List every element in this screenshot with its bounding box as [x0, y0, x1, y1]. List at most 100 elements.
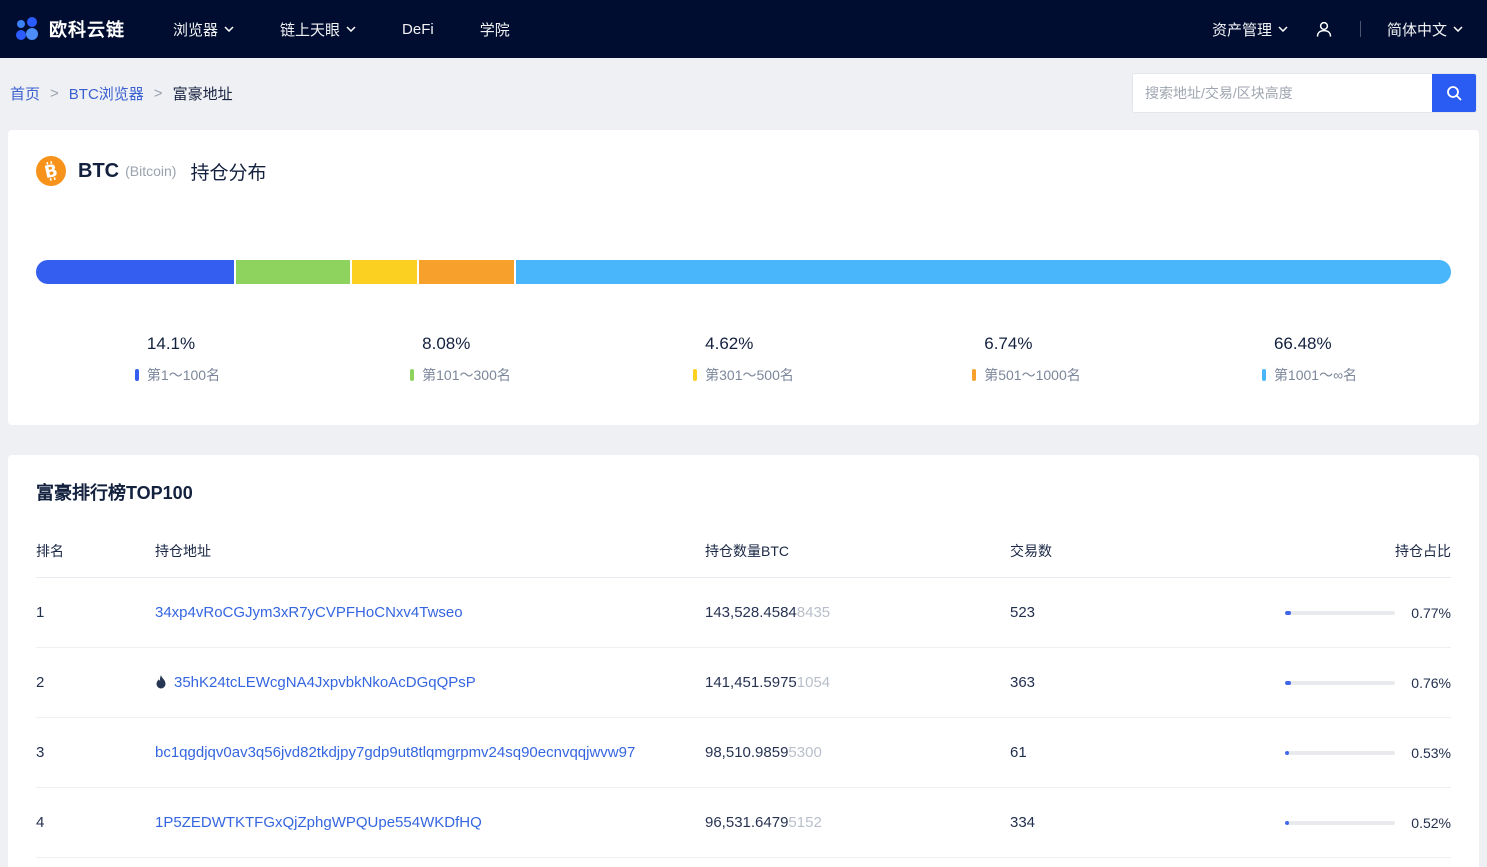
nav-right: 资产管理 简体中文 — [1212, 19, 1463, 40]
breadcrumb-separator: > — [50, 84, 59, 102]
ratio-fill — [1285, 820, 1289, 825]
address-link[interactable]: bc1qgdjqv0av3q56jvd82tkdjpy7gdp9ut8tlqmg… — [155, 743, 636, 761]
search-icon — [1447, 86, 1462, 101]
breadcrumb: 首页 > BTC浏览器 > 富豪地址 — [10, 83, 233, 104]
col-ratio: 持仓占比 — [1395, 543, 1451, 559]
tx-count: 61 — [1010, 744, 1027, 761]
amount-dim: 8435 — [796, 604, 831, 621]
coin-full-name: (Bitcoin) — [125, 163, 177, 179]
ratio-value: 0.76% — [1411, 674, 1451, 691]
holdings-bar — [36, 260, 1451, 284]
oklink-logo-icon — [16, 17, 38, 40]
amount-dim: 5300 — [788, 744, 822, 761]
nav-label: 学院 — [479, 21, 510, 39]
legend-item-2: 8.08% 第101～300名 — [410, 334, 511, 385]
ratio-bar — [1285, 750, 1395, 755]
bitcoin-icon: B — [36, 156, 66, 186]
breadcrumb-current: 富豪地址 — [172, 85, 233, 103]
breadcrumb-separator: > — [153, 84, 163, 102]
bar-segment-1 — [36, 260, 235, 284]
col-address: 持仓地址 — [155, 543, 211, 559]
holdings-title: 持仓分布 — [190, 162, 267, 184]
language-label: 简体中文 — [1386, 21, 1447, 39]
ratio-fill — [1285, 680, 1291, 685]
legend-label: 第101～300名 — [422, 367, 511, 383]
col-tx: 交易数 — [1010, 543, 1052, 559]
legend-item-4: 6.74% 第501～1000名 — [972, 334, 1081, 385]
ratio-fill — [1285, 610, 1291, 615]
address-link[interactable]: 35hK24tcLEWcgNA4JxpvbkNkoAcDGqQPsP — [174, 673, 476, 691]
ratio-bar — [1285, 820, 1395, 825]
chevron-down-icon — [1453, 26, 1463, 32]
search-button[interactable] — [1432, 74, 1476, 112]
nav-item-explorer[interactable]: 浏览器 — [173, 19, 234, 40]
chevron-down-icon — [346, 26, 356, 32]
svg-text:B: B — [43, 161, 60, 183]
legend-label: 第501～1000名 — [984, 367, 1081, 383]
ratio-value: 0.53% — [1411, 744, 1451, 761]
ratio-bar — [1285, 680, 1395, 685]
nav-label: 浏览器 — [173, 21, 219, 39]
language-selector[interactable]: 简体中文 — [1387, 19, 1463, 40]
bar-segment-5 — [515, 260, 1451, 284]
legend-item-1: 14.1% 第1～100名 — [134, 334, 221, 385]
amount-main: 98,510.9859 — [705, 744, 789, 761]
legend-marker — [410, 369, 415, 381]
amount-dim: 5152 — [788, 814, 822, 831]
breadcrumb-home-link[interactable]: 首页 — [10, 85, 41, 103]
logo-text: 欧科云链 — [49, 20, 125, 40]
rank-cell: 1 — [36, 604, 45, 621]
amount-dim: 1054 — [796, 674, 831, 691]
holdings-distribution-card: B BTC (Bitcoin) 持仓分布 14.1% 第1～100名 8.08%… — [8, 130, 1479, 425]
ratio-cell: 0.52% — [1247, 815, 1451, 831]
user-icon[interactable] — [1314, 19, 1334, 39]
chevron-down-icon — [1278, 26, 1288, 32]
rank-cell: 3 — [36, 744, 45, 761]
amount-main: 96,531.6479 — [705, 814, 789, 831]
ratio-fill — [1285, 750, 1289, 755]
ratio-bar — [1285, 610, 1395, 615]
rank-cell: 4 — [36, 814, 45, 831]
nav-label: 链上天眼 — [280, 21, 341, 39]
col-amount: 持仓数量BTC — [705, 543, 789, 559]
ratio-value: 0.52% — [1411, 814, 1451, 831]
search-box — [1132, 73, 1477, 113]
nav-item-chain-eye[interactable]: 链上天眼 — [280, 19, 356, 40]
sub-header: 首页 > BTC浏览器 > 富豪地址 — [0, 58, 1487, 130]
top-navbar: 欧科云链 浏览器 链上天眼 DeFi 学院 资产管理 简体中文 — [0, 0, 1487, 58]
asset-management-menu[interactable]: 资产管理 — [1212, 19, 1288, 40]
amount-cell: 141,451.59751054 — [705, 674, 1010, 691]
tx-count: 523 — [1010, 604, 1036, 621]
table-row: 3 bc1qgdjqv0av3q56jvd82tkdjpy7gdp9ut8tlq… — [36, 718, 1451, 788]
address-link[interactable]: 1P5ZEDWTKTFGxQjZphgWPQUpe554WKDfHQ — [155, 813, 482, 831]
table-row: 4 1P5ZEDWTKTFGxQjZphgWPQUpe554WKDfHQ 96,… — [36, 788, 1451, 858]
legend-marker — [972, 369, 977, 381]
bar-segment-4 — [418, 260, 514, 284]
table-header: 排名 持仓地址 持仓数量BTC 交易数 持仓占比 — [36, 525, 1451, 578]
ratio-value: 0.77% — [1411, 604, 1451, 621]
nav-item-academy[interactable]: 学院 — [480, 19, 510, 40]
rank-cell: 2 — [36, 674, 45, 691]
nav-item-defi[interactable]: DeFi — [402, 21, 434, 38]
col-rank: 排名 — [36, 543, 64, 559]
oklink-logo[interactable]: 欧科云链 — [14, 16, 125, 42]
ratio-cell: 0.53% — [1247, 745, 1451, 761]
tx-count: 334 — [1010, 814, 1036, 831]
rich-list-title: 富豪排行榜TOP100 — [36, 483, 193, 503]
bar-segment-3 — [352, 260, 417, 284]
ratio-cell: 0.77% — [1247, 605, 1451, 621]
legend-percent: 14.1% — [146, 334, 196, 353]
breadcrumb-explorer-link[interactable]: BTC浏览器 — [68, 85, 144, 103]
legend-label: 第301～500名 — [705, 367, 794, 383]
chevron-down-icon — [224, 26, 234, 32]
legend-label: 第1～100名 — [146, 367, 221, 383]
legend-percent: 8.08% — [422, 334, 471, 353]
address-link[interactable]: 34xp4vRoCGJym3xR7yCVPFHoCNxv4Twseo — [155, 603, 463, 621]
amount-main: 143,528.4584 — [705, 604, 797, 621]
legend-marker — [1261, 369, 1266, 381]
holdings-legend: 14.1% 第1～100名 8.08% 第101～300名 4.62% 第301… — [36, 334, 1451, 385]
amount-cell: 96,531.64795152 — [705, 814, 1010, 831]
coin-symbol: BTC — [78, 159, 120, 182]
search-input[interactable] — [1133, 74, 1432, 112]
hot-flame-icon — [156, 675, 166, 689]
